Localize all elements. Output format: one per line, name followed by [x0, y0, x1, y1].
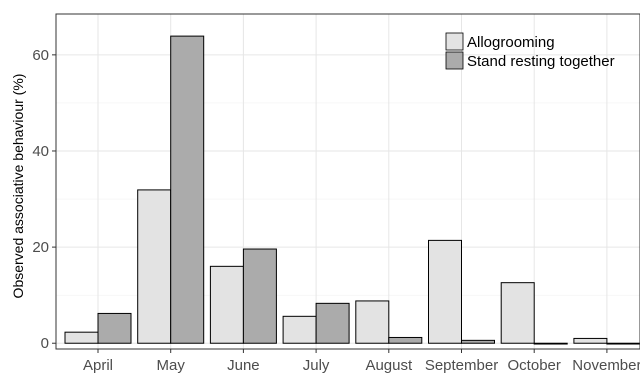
bars [64, 35, 640, 345]
x-tick-label: November [572, 357, 640, 374]
legend: Allogrooming Stand resting together [445, 32, 615, 70]
x-tick-label: August [365, 357, 413, 374]
y-tick-label: 60 [32, 47, 49, 64]
bar-stand-resting-together-august [388, 336, 423, 344]
x-tick-label: October [508, 357, 561, 374]
legend-label-stand-resting-together: Stand resting together [467, 53, 615, 70]
bar-allogrooming-october [500, 282, 535, 344]
bar-stand-resting-together-july [315, 302, 350, 344]
bar-allogrooming-april [64, 331, 99, 344]
bar-allogrooming-november [573, 337, 608, 344]
bar-stand-resting-together-april [97, 312, 132, 344]
bar-allogrooming-june [209, 265, 244, 344]
x-axis-ticks: April May June July August September October No… [83, 349, 640, 374]
y-axis-title: Observed associative behaviour (%) [10, 74, 26, 299]
bar-stand-resting-together-june [242, 248, 277, 344]
y-axis-ticks: 0 20 40 60 [32, 47, 56, 352]
legend-key-allogrooming [445, 32, 464, 51]
bar-stand-resting-together-may [170, 35, 205, 344]
bar-stand-resting-together-september [461, 339, 495, 344]
legend-key-stand-resting-together [445, 51, 464, 70]
bar-allogrooming-august [355, 300, 390, 344]
x-tick-label: June [227, 357, 260, 374]
bar-allogrooming-may [137, 189, 172, 344]
legend-label-allogrooming: Allogrooming [467, 34, 555, 51]
x-tick-label: April [83, 357, 113, 374]
bar-stand-resting-together-november [606, 342, 640, 345]
x-tick-label: May [157, 357, 186, 374]
y-tick-label: 0 [41, 335, 49, 352]
plot-border [55, 13, 640, 350]
bar-stand-resting-together-october [533, 342, 568, 345]
x-tick-label: July [303, 357, 330, 374]
bar-allogrooming-july [282, 315, 317, 344]
y-tick-label: 40 [32, 143, 49, 160]
y-tick-label: 20 [32, 239, 49, 256]
x-tick-label: September [425, 357, 498, 374]
bar-allogrooming-september [428, 239, 462, 344]
